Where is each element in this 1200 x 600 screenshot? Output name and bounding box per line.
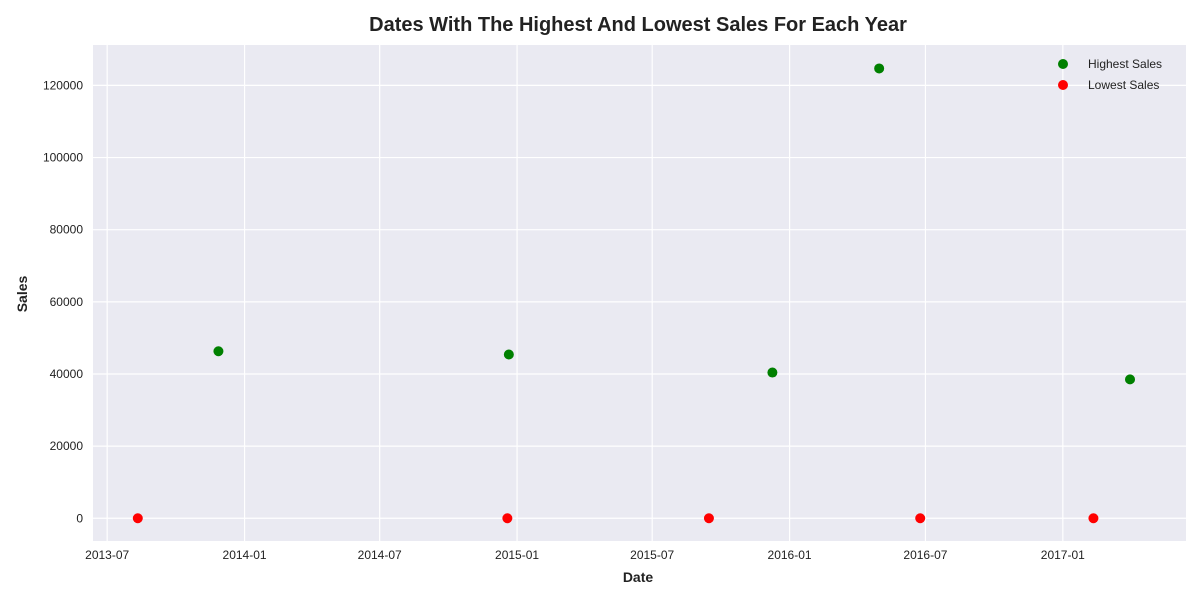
lowest-sales-point [132,513,143,524]
highest-sales-point [1125,374,1136,385]
legend-marker-lowest-sales [1058,80,1068,90]
y-tick-label: 20000 [50,439,84,453]
legend-marker-highest-sales [1058,59,1068,69]
x-axis-label: Date [623,569,654,585]
y-tick-label: 100000 [43,151,83,165]
x-tick-label: 2015-01 [495,548,539,562]
legend-label-highest-sales: Highest Sales [1088,57,1162,71]
x-tick-label: 2013-07 [85,548,129,562]
x-tick-label: 2016-01 [768,548,812,562]
lowest-sales-point [502,513,513,524]
y-tick-label: 40000 [50,367,84,381]
y-axis-ticks: 0 20000 40000 60000 80000 100000 120000 [43,78,83,525]
y-tick-label: 0 [76,511,83,525]
x-tick-label: 2017-01 [1041,548,1085,562]
chart-title: Dates With The Highest And Lowest Sales … [369,14,907,36]
highest-sales-point [874,63,885,74]
lowest-sales-point [703,513,714,524]
gridlines [93,45,1186,541]
x-tick-label: 2015-07 [630,548,674,562]
y-tick-label: 60000 [50,295,84,309]
y-axis-label: Sales [14,275,30,312]
lowest-sales-point [915,513,926,524]
x-tick-label: 2014-07 [358,548,402,562]
y-tick-label: 120000 [43,78,83,92]
x-tick-label: 2014-01 [223,548,267,562]
y-tick-label: 80000 [50,223,84,237]
data-points [132,63,1136,524]
lowest-sales-point [1088,513,1099,524]
x-axis-ticks: 2013-07 2014-01 2014-07 2015-01 2015-07 2016-… [85,548,1085,562]
x-tick-label: 2016-07 [903,548,947,562]
legend: Highest Sales Lowest Sales [1058,57,1162,92]
highest-sales-point [503,349,514,360]
legend-label-lowest-sales: Lowest Sales [1088,78,1159,92]
highest-sales-point [767,367,778,378]
highest-sales-point [213,346,224,357]
plot-area [93,45,1186,541]
